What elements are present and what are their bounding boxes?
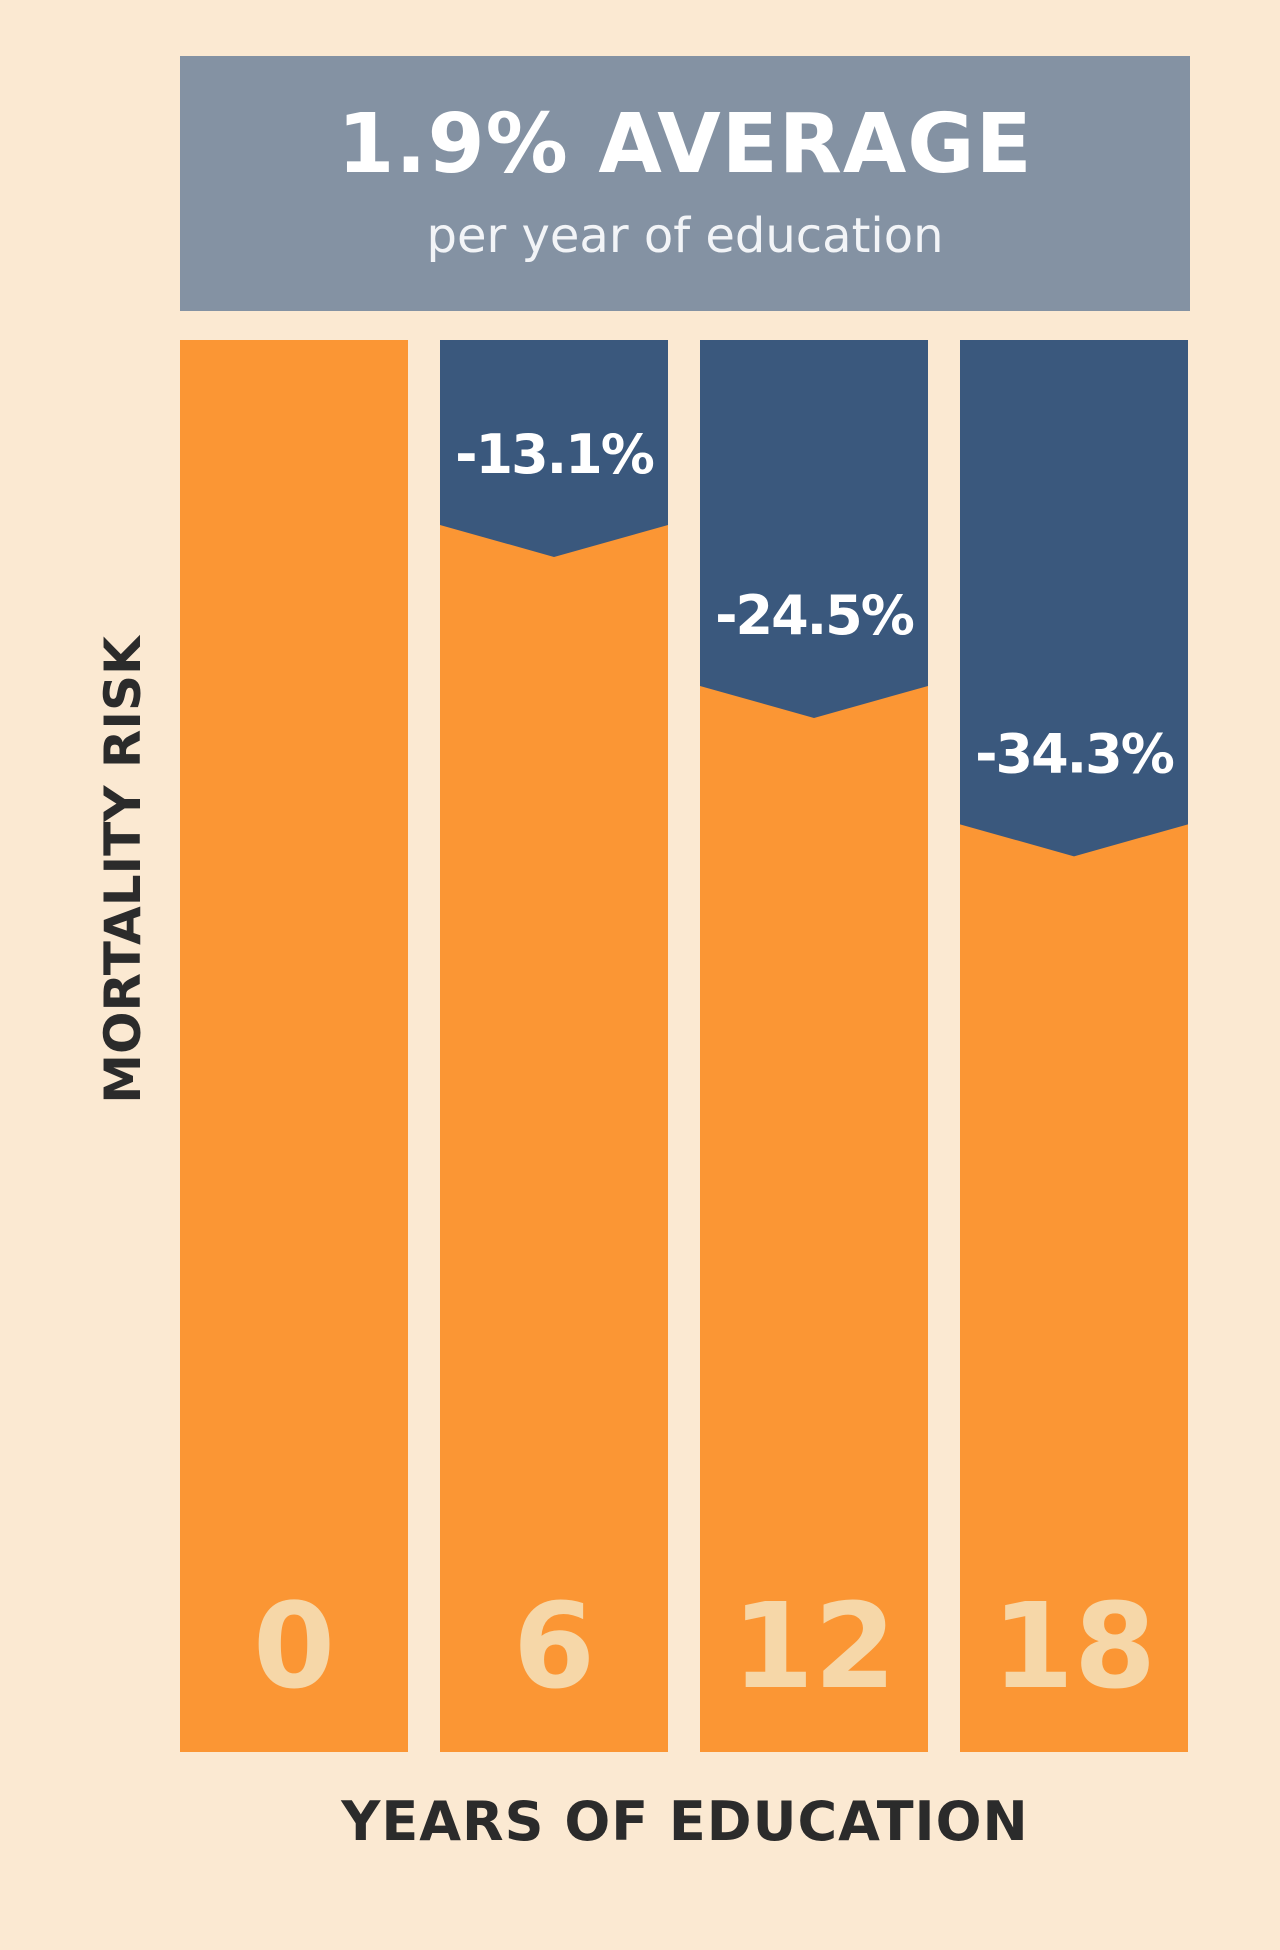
risk-bar-18	[960, 824, 1188, 1752]
risk-bar-0	[180, 340, 408, 1752]
data-label-12: -24.5%	[715, 584, 914, 647]
data-label-18: -34.3%	[975, 722, 1174, 785]
category-label-0: 0	[253, 1577, 335, 1715]
category-label-12: 12	[732, 1577, 896, 1715]
category-label-6: 6	[513, 1577, 595, 1715]
labels-layer: 0 6 -13.1% 12 -24.5% 18 -34.3%	[253, 423, 1176, 1715]
x-axis-label: YEARS OF EDUCATION	[340, 1790, 1028, 1853]
y-axis-label: MORTALITY RISK	[94, 634, 152, 1104]
risk-bar-6	[440, 524, 668, 1753]
chart-title: 1.9% AVERAGE	[337, 97, 1033, 192]
data-label-6: -13.1%	[455, 423, 654, 486]
category-label-18: 18	[992, 1577, 1156, 1715]
risk-bar-12	[700, 685, 928, 1753]
bars-layer	[180, 340, 1188, 1753]
chart-subtitle: per year of education	[426, 208, 944, 264]
header-banner: 1.9% AVERAGE per year of education	[180, 56, 1190, 311]
